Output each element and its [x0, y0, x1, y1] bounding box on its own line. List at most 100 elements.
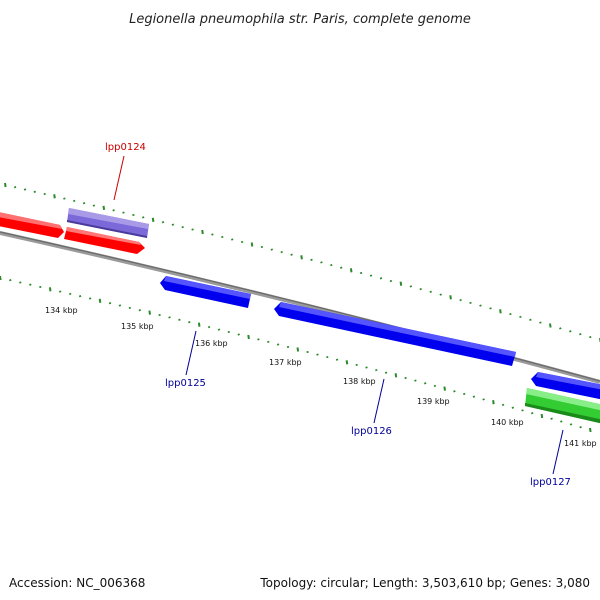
callout-lpp0124: [113, 155, 125, 201]
minor-tick: [579, 333, 582, 336]
minor-tick: [306, 350, 309, 354]
major-tick: [0, 275, 2, 281]
minor-tick: [433, 384, 437, 388]
map-title: Legionella pneumophila str. Paris, compl…: [129, 12, 471, 27]
accession-text: Accession: NC_006368: [9, 576, 146, 590]
minor-tick: [29, 283, 32, 286]
minor-tick: [227, 330, 231, 334]
minor-tick: [191, 228, 194, 231]
tick-label-138: 138 kbp: [343, 377, 376, 386]
genome-backbone: [0, 231, 600, 384]
major-tick: [443, 386, 446, 391]
minor-tick: [13, 186, 17, 189]
minor-tick: [43, 192, 46, 196]
tick-label-136: 136 kbp: [195, 339, 228, 348]
gene-lpp0127[interactable]: [531, 372, 600, 400]
tick-label-141: 141 kbp: [564, 439, 597, 448]
minor-tick: [320, 261, 323, 264]
major-tick: [449, 295, 452, 300]
minor-tick: [375, 368, 378, 372]
minor-tick: [58, 290, 62, 293]
minor-tick: [404, 376, 407, 380]
major-tick: [53, 194, 56, 199]
major-tick: [349, 268, 353, 273]
minor-tick: [419, 287, 422, 291]
minor-tick: [217, 328, 221, 331]
gene-lpp0126[interactable]: [274, 302, 516, 366]
minor-tick: [569, 423, 573, 426]
minor-tick: [365, 366, 368, 369]
major-tick: [394, 373, 398, 378]
gene-lpp0125[interactable]: [160, 276, 251, 308]
minor-tick: [39, 285, 42, 289]
minor-tick: [230, 238, 234, 241]
minor-tick: [472, 395, 476, 398]
minor-tick: [112, 209, 115, 212]
topology-summary: Topology: circular; Length: 3,503,610 bp…: [260, 576, 590, 590]
minor-tick: [188, 321, 191, 324]
minor-tick: [310, 258, 313, 261]
minor-tick: [178, 318, 181, 321]
minor-tick: [316, 353, 319, 356]
major-tick: [48, 287, 52, 292]
minor-tick: [560, 420, 563, 423]
gene-lpp0124[interactable]: [64, 227, 145, 254]
tick-label-134: 134 kbp: [45, 306, 78, 315]
minor-tick: [355, 363, 358, 367]
gene-label-lpp0127[interactable]: lpp0127: [530, 477, 571, 488]
gene-lpp0124-highlight[interactable]: [67, 208, 149, 238]
gene-label-lpp0126[interactable]: lpp0126: [351, 426, 392, 437]
minor-tick: [141, 216, 145, 219]
minor-tick: [128, 306, 132, 310]
minor-tick: [237, 333, 240, 336]
minor-tick: [501, 403, 505, 407]
minor-tick: [482, 398, 485, 401]
minor-tick: [118, 304, 122, 307]
major-tick: [247, 334, 250, 340]
gene-forward-1[interactable]: [0, 212, 64, 238]
minor-tick: [280, 250, 283, 254]
minor-tick: [260, 245, 264, 249]
minor-tick: [379, 277, 383, 280]
minor-tick: [72, 199, 76, 203]
minor-tick: [453, 390, 456, 393]
minor-tick: [63, 197, 66, 200]
minor-tick: [19, 281, 22, 284]
minor-tick: [384, 371, 388, 374]
major-tick: [499, 309, 502, 314]
minor-tick: [462, 392, 466, 396]
minor-tick: [276, 343, 280, 346]
tick-label-135: 135 kbp: [121, 322, 154, 331]
minor-tick: [207, 325, 211, 329]
minor-tick: [161, 221, 165, 224]
callout-lpp0127: [552, 429, 564, 475]
gene-label-lpp0124[interactable]: lpp0124: [105, 142, 146, 153]
major-tick: [296, 347, 300, 352]
minor-tick: [414, 379, 417, 382]
major-tick: [250, 242, 254, 247]
minor-tick: [559, 327, 562, 330]
minor-tick: [286, 345, 290, 349]
outer-tick-ring: [4, 182, 600, 343]
minor-tick: [335, 358, 339, 361]
minor-tick: [439, 293, 442, 296]
minor-tick: [108, 302, 112, 305]
minor-tick: [409, 285, 413, 288]
minor-tick: [290, 253, 293, 256]
minor-tick: [389, 279, 393, 283]
minor-tick: [579, 426, 582, 429]
minor-tick: [240, 240, 244, 244]
gene-label-lpp0125[interactable]: lpp0125: [165, 378, 206, 389]
major-tick: [540, 413, 544, 419]
minor-tick: [138, 309, 142, 312]
minor-tick: [509, 312, 512, 316]
minor-tick: [221, 235, 224, 239]
minor-tick: [459, 298, 462, 302]
callout-lpp0126: [373, 378, 385, 424]
minor-tick: [88, 297, 92, 300]
minor-tick: [132, 213, 135, 217]
minor-tick: [589, 335, 592, 339]
minor-tick: [529, 318, 532, 321]
gene-green[interactable]: [525, 388, 600, 424]
